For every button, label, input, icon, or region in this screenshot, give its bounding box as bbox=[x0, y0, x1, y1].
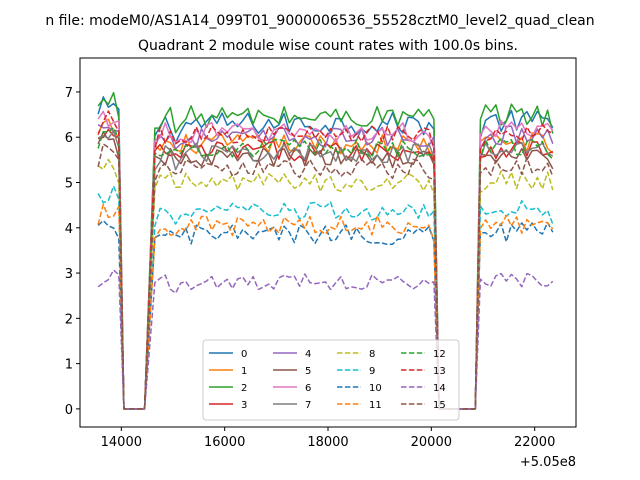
y-tick-label: 2 bbox=[65, 312, 73, 327]
legend-label-15: 15 bbox=[433, 400, 446, 411]
legend-label-11: 11 bbox=[369, 400, 382, 411]
figure-suptitle: n file: modeM0/AS1A14_099T01_9000006536_… bbox=[45, 13, 594, 29]
legend-label-8: 8 bbox=[369, 349, 375, 360]
x-axis: 14000 16000 18000 20000 22000 bbox=[101, 427, 555, 450]
plot-lines bbox=[97, 91, 554, 410]
chart-title: Quadrant 2 module wise count rates with … bbox=[138, 38, 518, 54]
legend-box bbox=[202, 339, 460, 421]
series-line-15 bbox=[97, 143, 554, 410]
y-tick-label: 3 bbox=[65, 267, 73, 282]
legend-label-2: 2 bbox=[241, 383, 247, 394]
legend-label-9: 9 bbox=[369, 366, 375, 377]
y-tick-label: 4 bbox=[65, 222, 73, 237]
y-tick-label: 5 bbox=[65, 177, 73, 192]
x-tick-label: 18000 bbox=[307, 435, 348, 450]
legend-label-13: 13 bbox=[433, 366, 446, 377]
legend-label-6: 6 bbox=[305, 383, 311, 394]
legend-label-12: 12 bbox=[433, 349, 446, 360]
x-tick-label: 20000 bbox=[411, 435, 452, 450]
legend-label-1: 1 bbox=[241, 366, 247, 377]
legend-label-10: 10 bbox=[369, 383, 382, 394]
legend-label-14: 14 bbox=[433, 383, 446, 394]
legend-label-3: 3 bbox=[241, 400, 247, 411]
legend-label-5: 5 bbox=[305, 366, 311, 377]
y-tick-label: 7 bbox=[65, 86, 73, 101]
y-tick-label: 0 bbox=[65, 403, 73, 418]
series-line-14 bbox=[97, 269, 554, 410]
y-tick-label: 6 bbox=[65, 131, 73, 146]
y-axis: 0 1 2 3 4 5 6 7 bbox=[65, 86, 80, 418]
x-tick-label: 16000 bbox=[204, 435, 245, 450]
x-offset-label: +5.05e8 bbox=[520, 455, 576, 470]
legend-label-0: 0 bbox=[241, 349, 247, 360]
x-tick-label: 22000 bbox=[514, 435, 555, 450]
y-tick-label: 1 bbox=[65, 358, 73, 373]
legend-label-4: 4 bbox=[305, 349, 311, 360]
x-tick-label: 14000 bbox=[101, 435, 142, 450]
legend-label-7: 7 bbox=[305, 400, 311, 411]
